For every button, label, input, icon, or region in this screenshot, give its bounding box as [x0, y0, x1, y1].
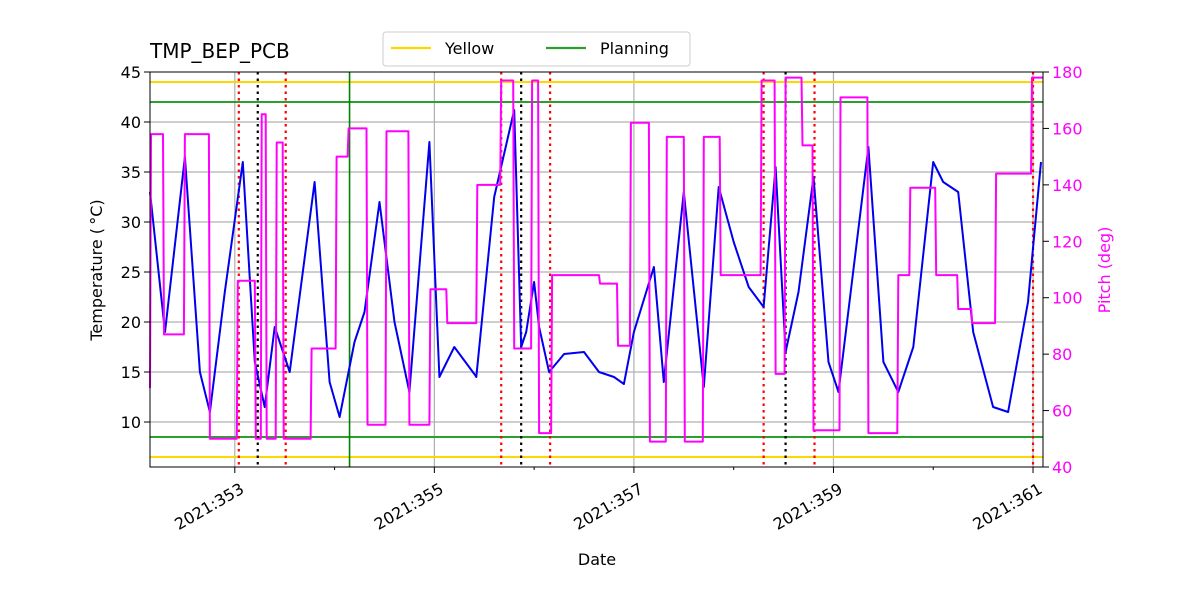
- y-axis-title: Temperature ( °C): [87, 199, 106, 341]
- y2-tick-label-3: 100: [1052, 289, 1083, 308]
- pitch-series-line: [149, 76, 1043, 443]
- y-tick-label-0: 10: [121, 413, 141, 432]
- chart-title: TMP_BEP_PCB: [149, 39, 290, 63]
- y2-tick-label-0: 40: [1052, 458, 1072, 477]
- y2-tick-label-4: 120: [1052, 232, 1083, 251]
- limit-lines: [150, 81, 1043, 458]
- y-tick-label-6: 40: [121, 113, 141, 132]
- y2-tick-label-1: 60: [1052, 402, 1072, 421]
- legend-box: [382, 31, 691, 67]
- legend: Yellow Planning: [382, 31, 691, 67]
- y-tick-label-1: 15: [121, 363, 141, 382]
- legend-label-planning: Planning: [600, 39, 669, 58]
- y2-tick-label-2: 80: [1052, 345, 1072, 364]
- grid: [150, 72, 1043, 467]
- temperature-series-line: [149, 109, 1042, 418]
- y-tick-label-7: 45: [121, 63, 141, 82]
- x-axis-title: Date: [578, 550, 616, 569]
- y2-axis-title: Pitch (deg): [1095, 227, 1114, 314]
- y2-tick-label-6: 160: [1052, 119, 1083, 138]
- plot-frame: [149, 71, 1044, 468]
- legend-label-yellow: Yellow: [444, 39, 494, 58]
- y2-tick-label-7: 180: [1052, 63, 1083, 82]
- series-group: [149, 76, 1043, 443]
- y2-tick-label-5: 140: [1052, 176, 1083, 195]
- y-tick-label-5: 35: [121, 163, 141, 182]
- y-tick-label-4: 30: [121, 213, 141, 232]
- y-tick-label-2: 20: [121, 313, 141, 332]
- y-tick-label-3: 25: [121, 263, 141, 282]
